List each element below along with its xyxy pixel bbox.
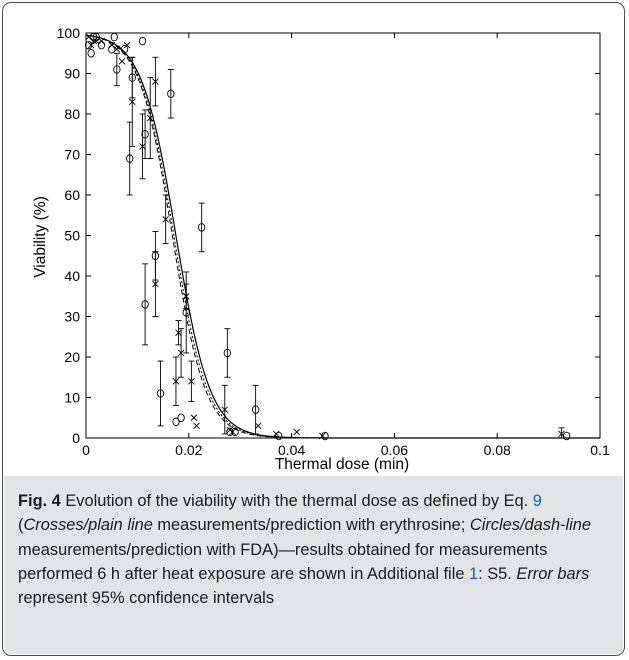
caption-italic-2: Circles/dash-line xyxy=(469,516,592,535)
y-tick-label: 100 xyxy=(57,25,81,41)
cross-point xyxy=(162,215,169,223)
circle-point xyxy=(151,251,160,260)
cross-point xyxy=(172,377,180,385)
circle-point xyxy=(141,300,149,309)
circle-point xyxy=(120,44,129,54)
plot-frame xyxy=(85,32,601,439)
x-tick-label: 0 xyxy=(82,442,90,458)
cross-point xyxy=(175,329,182,337)
fit-curve-dashed xyxy=(85,34,600,439)
circle-point xyxy=(321,431,329,441)
y-tick-label: 20 xyxy=(64,349,80,365)
circle-point xyxy=(172,417,180,427)
caption-text-4: measurements/prediction with FDA)—result… xyxy=(18,540,548,583)
x-tick-label: 0.06 xyxy=(381,442,408,458)
circle-point xyxy=(84,40,93,50)
cross-point xyxy=(123,41,131,49)
circle-point xyxy=(92,32,100,42)
x-tick-label: 0.02 xyxy=(175,442,202,458)
cross-point xyxy=(229,428,236,436)
chart: 0 0.02 0.04 0.06 0.08 0.1 0 10 20 30 40 50 60 70 80 90 1… xyxy=(32,25,610,473)
cross-point xyxy=(221,406,229,413)
x-tick-label: 0.04 xyxy=(278,442,305,458)
caption-text-6: represent 95% confidence intervals xyxy=(18,589,275,608)
caption-text-5: : S5. xyxy=(478,564,517,583)
circle-point xyxy=(167,89,175,98)
circle-point xyxy=(108,44,116,54)
cross-point xyxy=(152,78,159,85)
circle-point xyxy=(197,223,206,232)
cross-point xyxy=(139,143,146,150)
x-axis-label: Thermal dose (min) xyxy=(275,456,409,473)
cross-point xyxy=(254,422,262,430)
cross-point xyxy=(128,98,136,106)
equation-link[interactable]: 9 xyxy=(532,492,542,510)
y-tick-label: 0 xyxy=(72,430,80,446)
figure-caption: Fig. 4 Evolution of the viability with t… xyxy=(18,489,613,610)
additional-file-link[interactable]: 1 xyxy=(469,564,479,583)
caption-label: Fig. 4 xyxy=(18,492,61,510)
y-tick-label: 40 xyxy=(64,268,80,284)
circle-point xyxy=(97,40,106,50)
y-tick-label: 50 xyxy=(64,228,80,244)
circle-point xyxy=(128,73,136,82)
cross-point xyxy=(188,377,195,385)
y-tick-label: 60 xyxy=(64,187,80,203)
cross-point xyxy=(118,58,126,65)
y-tick-label: 90 xyxy=(64,66,80,82)
caption-italic-3: Error bars xyxy=(516,564,590,583)
y-tick-label: 30 xyxy=(64,309,80,325)
circle-point xyxy=(138,36,147,46)
caption-text-3: measurements/prediction with erythrosine… xyxy=(152,516,470,535)
circle-point xyxy=(156,389,165,398)
circle-point xyxy=(275,431,283,441)
cross-point xyxy=(146,114,154,122)
circle-point xyxy=(223,348,232,358)
fit-curve-dotted xyxy=(85,34,600,439)
caption-box xyxy=(4,476,623,654)
cross-point xyxy=(293,428,301,436)
y-tick-label: 80 xyxy=(64,106,80,122)
cross-point xyxy=(152,280,159,288)
circle-point xyxy=(141,129,149,139)
circle-point xyxy=(251,405,260,414)
y-tick-label: 10 xyxy=(64,390,80,406)
plot-area xyxy=(85,32,601,439)
cross-point xyxy=(193,422,200,430)
cross-point xyxy=(319,432,326,440)
x-tick-label: 0.1 xyxy=(590,442,610,458)
caption-italic-1: Crosses/plain line xyxy=(23,516,153,535)
circle-point xyxy=(90,32,98,42)
caption-text-1: Evolution of the viability with the ther… xyxy=(60,492,533,510)
axis-ticks: 0 0.02 0.04 0.06 0.08 0.1 0 10 20 30 40 50 60 70 80 90 1… xyxy=(57,25,610,458)
circle-point xyxy=(87,49,95,58)
y-tick-label: 70 xyxy=(64,147,80,163)
circle-point xyxy=(177,413,185,423)
cross-point xyxy=(87,41,95,49)
fit-curve-solid xyxy=(85,34,600,439)
y-axis-label: Viability (%) xyxy=(32,196,49,278)
circle-point xyxy=(182,308,190,317)
x-tick-label: 0.08 xyxy=(484,442,511,458)
caption-text-2: ( xyxy=(18,516,24,535)
circle-point xyxy=(562,431,571,441)
cross-point xyxy=(177,349,185,357)
circle-point xyxy=(126,154,134,163)
circle-point xyxy=(231,427,239,437)
circle-point xyxy=(226,427,234,437)
cross-point xyxy=(190,414,198,422)
data-marks xyxy=(84,32,600,441)
circle-point xyxy=(113,65,121,74)
circle-point xyxy=(110,32,118,42)
